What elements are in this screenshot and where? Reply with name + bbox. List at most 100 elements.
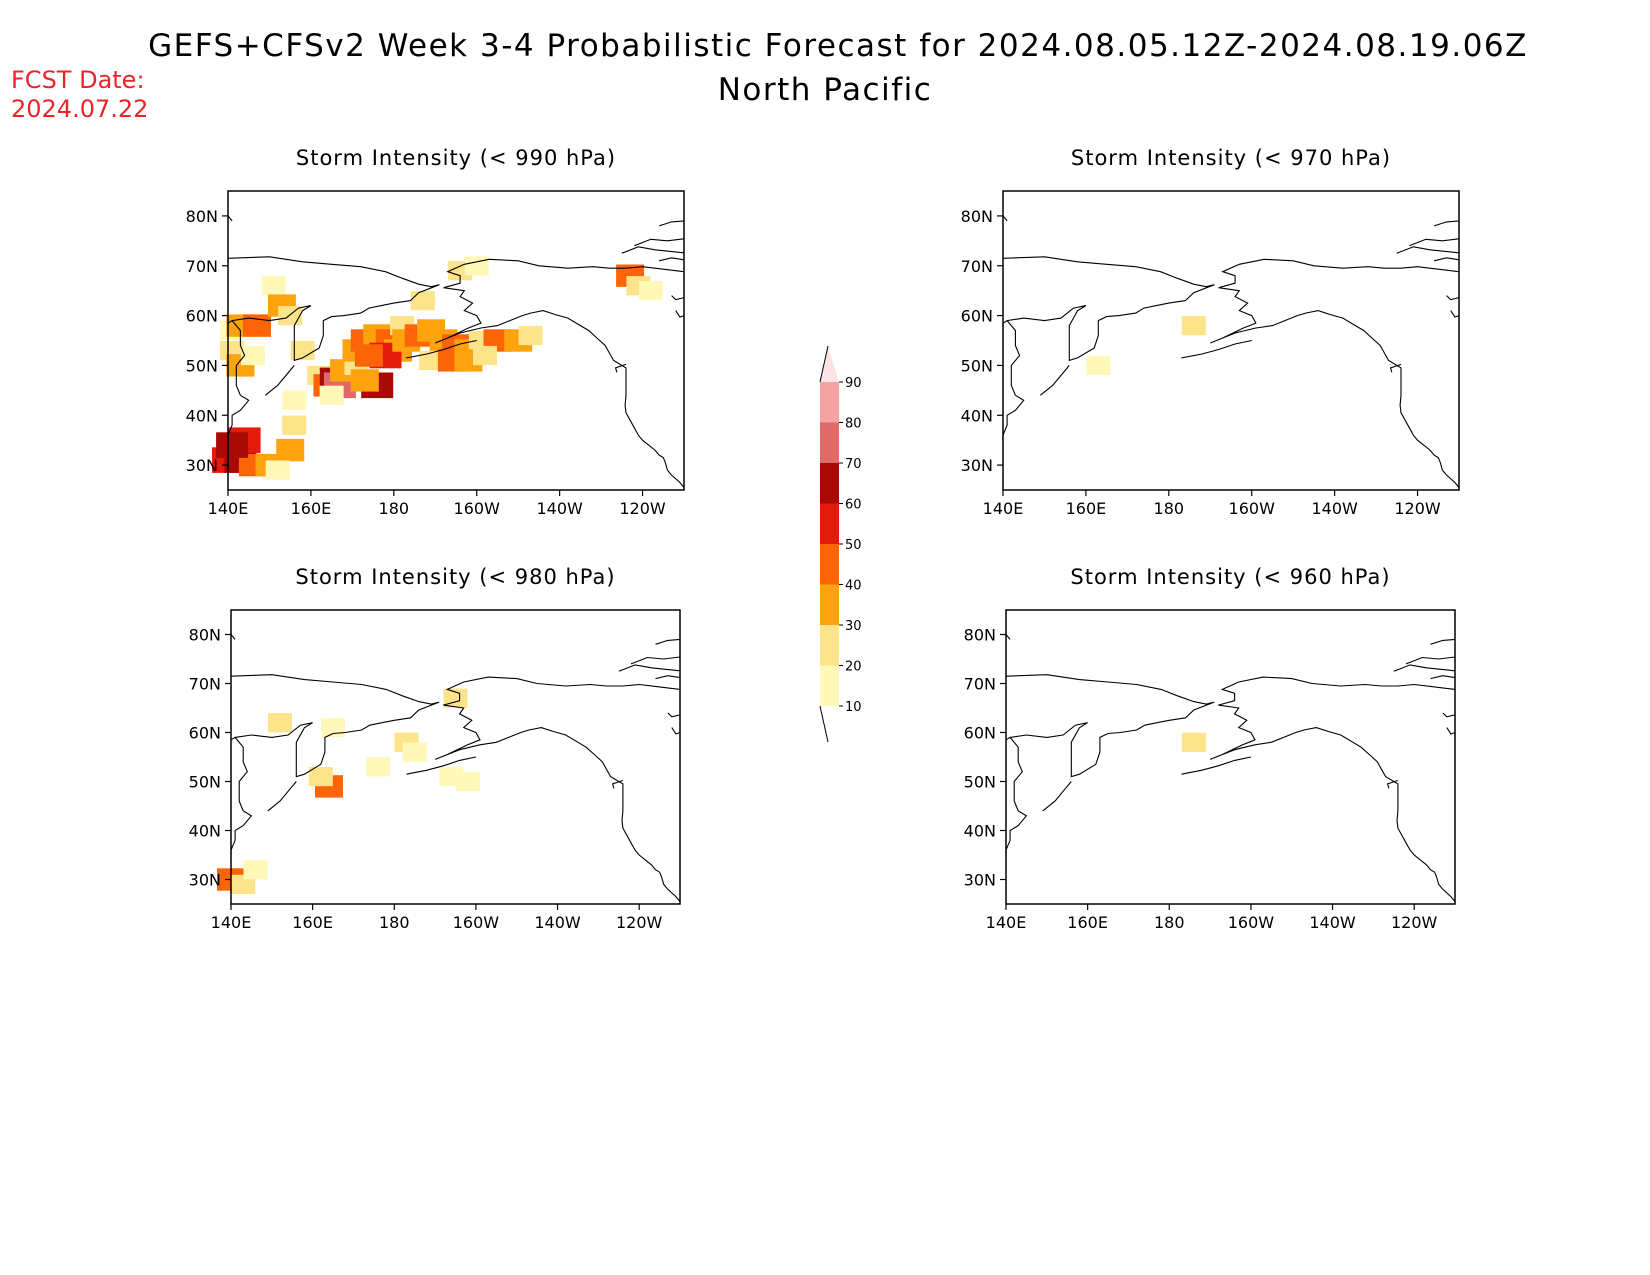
probability-cell xyxy=(268,713,292,733)
coastline-segment xyxy=(1002,394,1025,441)
lat-tick-label: 50N xyxy=(186,356,218,375)
colorbar-segment xyxy=(820,665,839,706)
probability-cell xyxy=(243,314,271,337)
coastline-segment xyxy=(1405,656,1456,665)
probability-cell xyxy=(319,385,344,405)
lat-tick-label: 30N xyxy=(189,871,221,890)
coastline-segment xyxy=(655,638,681,645)
colorbar-label: 30 xyxy=(845,619,862,634)
lon-tick-label: 120W xyxy=(1394,499,1441,518)
probability-cell xyxy=(278,306,303,326)
coastline-segment xyxy=(1006,320,1021,396)
coastline-segment xyxy=(611,779,624,789)
lon-tick-label: 140E xyxy=(211,913,252,932)
coastline-segment xyxy=(630,656,681,665)
coastline-segment xyxy=(1430,638,1456,645)
panel-990hPa: Storm Intensity (< 990 hPa) 140E 160E 180 16… xyxy=(186,146,685,518)
colorbar-label: 40 xyxy=(845,579,862,594)
probability-fill xyxy=(1181,732,1206,752)
colorbar-bottom-cap-outline xyxy=(819,705,829,743)
lat-tick-label: 80N xyxy=(961,207,993,226)
lat-tick-label: 40N xyxy=(964,822,996,841)
coastline-segment xyxy=(1209,704,1456,902)
probability-cell xyxy=(282,415,307,435)
probability-cell xyxy=(216,432,249,458)
coastline-segment xyxy=(406,339,477,359)
lat-tick-label: 60N xyxy=(189,724,221,743)
probability-cell xyxy=(321,718,345,738)
coastline-segment xyxy=(671,295,685,301)
map-frame xyxy=(227,190,685,491)
lon-tick-label: 120W xyxy=(619,499,666,518)
coastline-segment xyxy=(434,704,681,902)
probability-cell xyxy=(464,256,489,276)
lon-tick-label: 140E xyxy=(983,499,1024,518)
probability-cell xyxy=(282,390,307,410)
coastline xyxy=(1005,634,1456,902)
coastline-segment xyxy=(667,712,681,718)
lon-tick-label: 140W xyxy=(536,499,583,518)
title-line-2: North Pacific xyxy=(717,72,933,108)
forecast-date: FCST Date: 2024.07.22 xyxy=(11,66,148,124)
probability-cell xyxy=(410,291,435,311)
coastline-segment xyxy=(1389,363,1402,373)
title-line-1: GEFS+CFSv2 Week 3-4 Probabilistic Foreca… xyxy=(148,28,1528,64)
lat-tick-label: 50N xyxy=(189,773,221,792)
coastline-segment xyxy=(443,258,685,289)
coastline-segment xyxy=(443,676,681,706)
lon-tick-label: 160W xyxy=(453,913,500,932)
coastline-segment xyxy=(1450,310,1460,318)
panel-970hPa: Storm Intensity (< 970 hPa) 140E 160E 180 16… xyxy=(961,146,1460,518)
colorbar-label: 50 xyxy=(845,538,862,553)
lon-tick-label: 140E xyxy=(208,499,249,518)
colorbar-segment xyxy=(820,544,839,585)
lat-tick-label: 40N xyxy=(961,406,993,425)
coastline-segment xyxy=(1181,756,1252,775)
coastline-segment xyxy=(621,246,685,254)
probability-fill xyxy=(1086,316,1206,375)
lat-tick-label: 80N xyxy=(964,626,996,645)
lon-tick-label: 180 xyxy=(379,913,410,932)
lon-tick-label: 120W xyxy=(1391,913,1438,932)
lon-tick-label: 140W xyxy=(1309,913,1356,932)
colorbar-label: 60 xyxy=(845,498,862,513)
coastline-segment xyxy=(671,727,681,735)
colorbar-label: 70 xyxy=(845,457,862,472)
coastline xyxy=(230,634,681,902)
probability-cell xyxy=(1086,355,1111,375)
panel-title: Storm Intensity (< 980 hPa) xyxy=(295,565,615,589)
colorbar-label: 20 xyxy=(845,660,862,675)
probability-cell xyxy=(518,325,543,346)
probability-cell xyxy=(350,369,379,392)
lat-tick-label: 40N xyxy=(189,822,221,841)
probability-cell xyxy=(455,771,480,792)
map-frame xyxy=(1005,609,1456,905)
colorbar-top-cap xyxy=(820,346,839,382)
coastline-segment xyxy=(658,220,685,227)
coastline-segment xyxy=(1002,256,1215,362)
coastline-segment xyxy=(1005,810,1028,855)
probability-cell xyxy=(473,345,497,366)
lat-tick-label: 60N xyxy=(964,724,996,743)
probability-cell xyxy=(243,860,268,880)
coastline-segment xyxy=(614,363,627,373)
lon-tick-label: 180 xyxy=(1154,913,1185,932)
coastline-segment xyxy=(1042,781,1072,812)
probability-cell xyxy=(231,874,256,894)
probability-cell xyxy=(1181,316,1206,336)
lon-tick-label: 140E xyxy=(986,913,1027,932)
panel-title: Storm Intensity (< 960 hPa) xyxy=(1070,565,1390,589)
colorbar-segment xyxy=(820,422,839,463)
lat-tick-label: 40N xyxy=(186,406,218,425)
coastline-segment xyxy=(1386,779,1399,789)
lon-tick-label: 140W xyxy=(534,913,581,932)
probability-cell xyxy=(402,742,427,762)
lat-tick-label: 80N xyxy=(186,207,218,226)
coastline-segment xyxy=(655,675,681,680)
coastline-segment xyxy=(231,320,246,396)
lon-tick-label: 160E xyxy=(292,913,333,932)
coastline-segment xyxy=(1409,238,1460,247)
colorbar-label: 10 xyxy=(845,700,862,715)
colorbar-segment xyxy=(820,463,839,504)
